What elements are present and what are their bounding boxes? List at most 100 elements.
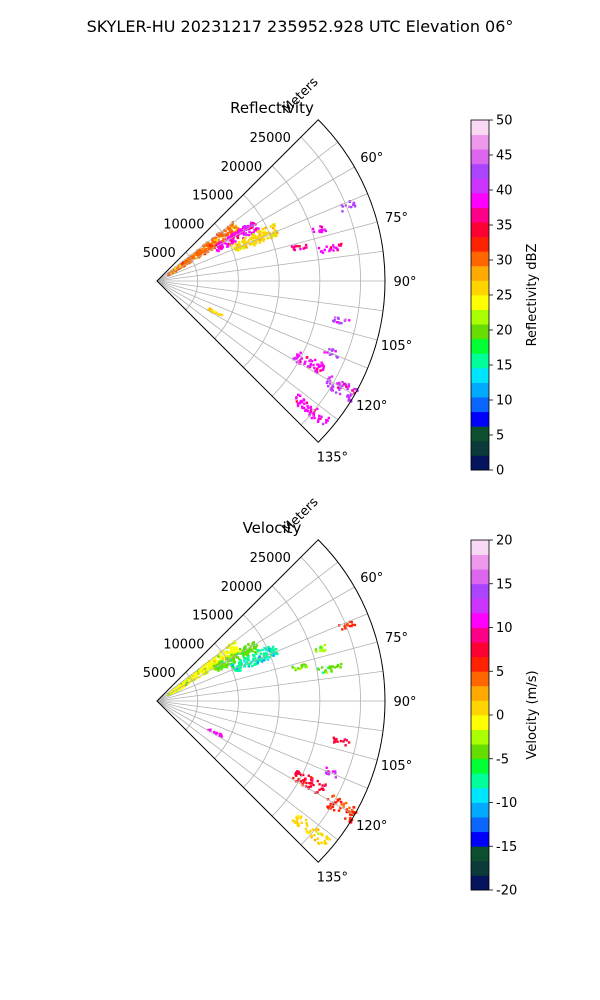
echo-cell (311, 779, 314, 782)
echo-cell (235, 646, 239, 649)
echo-cell (312, 413, 315, 416)
echo-cell (347, 385, 351, 388)
echo-cell (296, 814, 300, 818)
echo-cell (333, 770, 337, 773)
echo-cell (291, 666, 294, 669)
echo-cell (186, 257, 190, 260)
echo-cell (224, 664, 227, 667)
echo-cell (321, 228, 324, 231)
echo-cell (352, 806, 356, 809)
echo-cell (253, 650, 257, 654)
echo-cell (320, 361, 323, 364)
echo-cell (200, 667, 203, 670)
echo-cell (171, 271, 174, 274)
echo-cell (194, 675, 197, 678)
echo-cell (314, 358, 317, 362)
echo-cell (263, 229, 266, 233)
echo-cell (353, 812, 356, 815)
echo-cell (244, 232, 248, 235)
echo-cell (233, 667, 236, 670)
echo-cell (236, 232, 240, 235)
echo-cell (196, 669, 200, 673)
colorbar-swatch (471, 642, 489, 658)
colorbar-swatch (471, 831, 489, 847)
echo-cell (320, 787, 323, 791)
echo-cell (204, 672, 207, 675)
echo-cell (256, 661, 260, 664)
echo-cell (220, 240, 224, 243)
echo-cell (234, 641, 237, 645)
echo-cell (321, 422, 325, 426)
echo-cell (332, 794, 336, 797)
echo-cell (297, 779, 300, 782)
echo-cell (293, 248, 296, 252)
echo-cell (310, 359, 314, 363)
echo-cell (292, 776, 295, 780)
echo-cell (299, 817, 302, 820)
echo-cell (313, 834, 316, 837)
echo-cell (273, 223, 276, 226)
colorbar-swatch (471, 207, 489, 223)
echo-cell (265, 655, 268, 658)
echo-cell (237, 228, 241, 231)
echo-cell (330, 669, 333, 672)
range-tick-label: 10000 (163, 637, 204, 652)
echo-cell (242, 240, 246, 243)
echo-cell (215, 663, 218, 666)
echo-cell (232, 247, 235, 250)
echo-cell (254, 229, 258, 232)
echo-cell (302, 406, 306, 410)
colorbar-tick-label: 0 (496, 709, 504, 724)
echo-cell (205, 668, 209, 672)
echo-cell (298, 354, 301, 357)
panel-title: Velocity (243, 519, 302, 537)
echo-cell (229, 659, 232, 662)
echo-cell (207, 667, 210, 670)
echo-cell (311, 828, 315, 831)
echo-cell (338, 244, 341, 247)
echo-cell (340, 662, 343, 666)
echo-cell (231, 236, 234, 240)
echo-cell (294, 356, 298, 360)
sector-outline (156, 119, 386, 443)
colorbar-tick-label: 5 (496, 429, 504, 444)
echo-cell (327, 805, 330, 808)
echo-cell (230, 645, 234, 649)
echo-cell (321, 251, 325, 254)
echo-cell (343, 382, 346, 386)
echo-cell (266, 658, 270, 661)
echo-cell (266, 232, 269, 235)
echo-cell (318, 229, 321, 232)
echo-cell (300, 401, 304, 404)
echo-cell (340, 803, 343, 806)
azimuth-tick-label: 105° (381, 339, 412, 354)
echo-cell (182, 681, 185, 684)
colorbar-swatch (471, 426, 489, 442)
echo-cell (271, 226, 275, 230)
echo-cell (244, 241, 248, 245)
echo-cell (331, 352, 334, 356)
range-tick-label: 10000 (163, 217, 204, 232)
echo-cell (234, 224, 238, 228)
echo-cell (353, 391, 356, 395)
echo-cell (331, 665, 334, 668)
echo-cell (205, 244, 209, 247)
colorbar-swatch (471, 583, 489, 599)
echo-cell (247, 663, 250, 666)
echo-cell (264, 652, 268, 655)
echo-cell (297, 822, 300, 825)
colorbar-swatch (471, 309, 489, 325)
echo-cell (312, 230, 316, 233)
colorbar-swatch (471, 163, 489, 179)
echo-cell (198, 253, 202, 256)
colorbar-tick-label: -20 (496, 884, 517, 899)
echo-cell (174, 270, 178, 273)
echo-cell (216, 663, 220, 667)
echo-cell (182, 685, 185, 689)
echo-cell (183, 682, 186, 686)
azimuth-gridline (156, 700, 378, 761)
echo-cell (323, 840, 326, 843)
echo-cell (202, 670, 206, 674)
echo-cell (306, 356, 309, 359)
colorbar-tick-label: 25 (496, 289, 513, 304)
